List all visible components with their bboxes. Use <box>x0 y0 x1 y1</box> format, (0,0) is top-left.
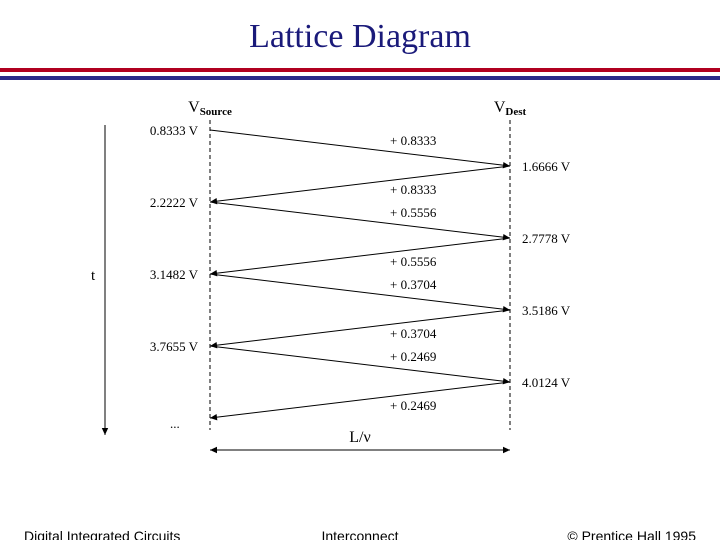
svg-text:+ 0.5556: + 0.5556 <box>390 205 437 220</box>
svg-text:+ 0.3704: + 0.3704 <box>390 326 437 341</box>
svg-text:0.8333 V: 0.8333 V <box>150 123 199 138</box>
svg-text:VDest: VDest <box>494 100 527 118</box>
svg-text:t: t <box>91 268 96 284</box>
svg-text:+ 0.8333: + 0.8333 <box>390 133 436 148</box>
svg-text:VSource: VSource <box>188 100 232 118</box>
lattice-diagram: VSource VDest t + 0.8333 + 0.8333 + 0.5556 + 0… <box>80 100 640 480</box>
svg-text:1.6666 V: 1.6666 V <box>522 159 571 174</box>
svg-text:+ 0.2469: + 0.2469 <box>390 398 436 413</box>
svg-text:4.0124 V: 4.0124 V <box>522 375 571 390</box>
svg-text:+ 0.5556: + 0.5556 <box>390 254 437 269</box>
svg-text:2.7778 V: 2.7778 V <box>522 231 571 246</box>
svg-text:3.7655 V: 3.7655 V <box>150 339 199 354</box>
title-rule-1 <box>0 68 720 72</box>
footer-right: © Prentice Hall 1995 <box>567 528 696 540</box>
svg-text:+ 0.3704: + 0.3704 <box>390 277 437 292</box>
title-rule-2 <box>0 76 720 80</box>
svg-text:3.5186 V: 3.5186 V <box>522 303 571 318</box>
svg-text:...: ... <box>170 416 180 431</box>
svg-text:+ 0.2469: + 0.2469 <box>390 349 436 364</box>
svg-text:2.2222 V: 2.2222 V <box>150 195 199 210</box>
svg-text:L/ν: L/ν <box>349 429 370 446</box>
page-title: Lattice Diagram <box>0 18 720 56</box>
svg-text:3.1482 V: 3.1482 V <box>150 267 199 282</box>
svg-text:+ 0.8333: + 0.8333 <box>390 182 436 197</box>
